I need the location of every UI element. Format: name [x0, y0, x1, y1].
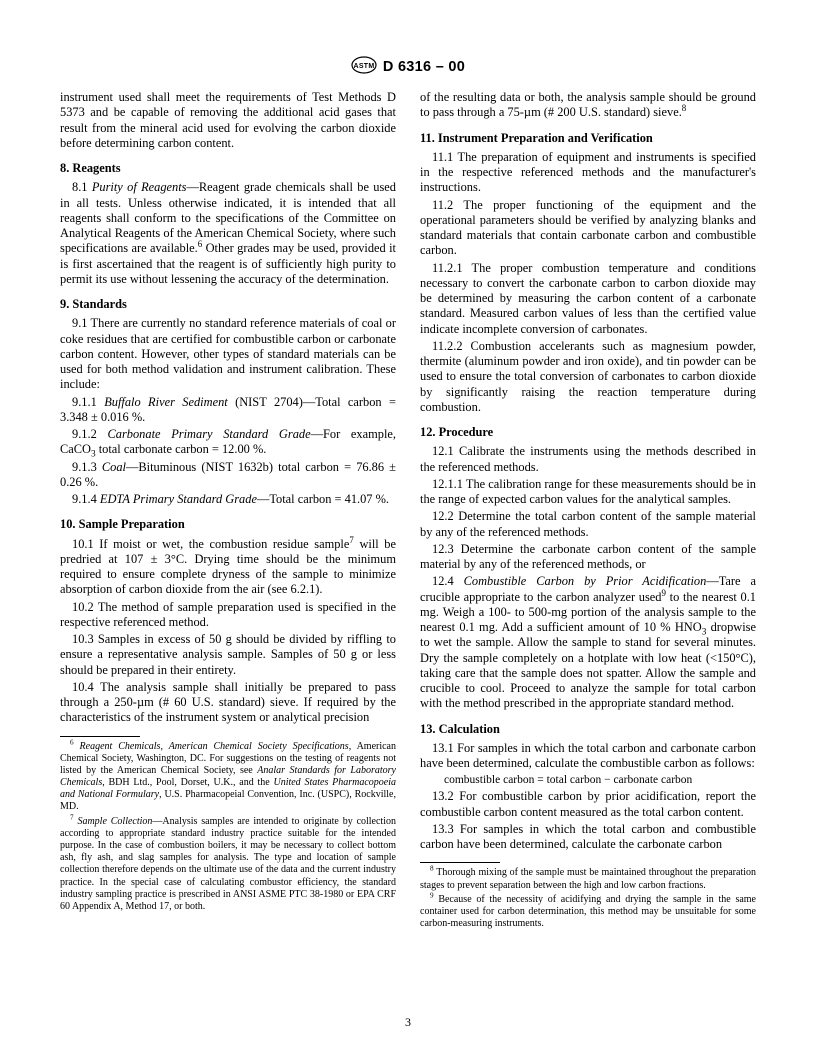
- p-12-1: 12.1 Calibrate the instruments using the…: [420, 444, 756, 475]
- p-13-3: 13.3 For samples in which the total carb…: [420, 822, 756, 853]
- astm-logo: ASTM: [351, 56, 377, 78]
- p-8-1: 8.1 Purity of Reagents—Reagent grade che…: [60, 180, 396, 287]
- p-11-2-1: 11.2.1 The proper combustion temperature…: [420, 261, 756, 337]
- p-9-1-2: 9.1.2 Carbonate Primary Standard Grade—F…: [60, 427, 396, 458]
- p-12-1-1: 12.1.1 The calibration range for these m…: [420, 477, 756, 508]
- lead-para: instrument used shall meet the requireme…: [60, 90, 396, 151]
- fn-num: 6: [70, 738, 74, 746]
- svg-text:ASTM: ASTM: [353, 63, 374, 70]
- txt: 8.1: [72, 180, 92, 194]
- txt-ital: EDTA Primary Standard Grade: [100, 492, 257, 506]
- p-9-1-3: 9.1.3 Coal—Bituminous (NIST 1632b) total…: [60, 460, 396, 491]
- txt: —Total carbon = 41.07 %.: [257, 492, 389, 506]
- txt: —Analysis samples are intended to origin…: [60, 816, 396, 912]
- txt: of the resulting data or both, the analy…: [420, 90, 756, 119]
- p-9-1-1: 9.1.1 Buffalo River Sediment (NIST 2704)…: [60, 395, 396, 426]
- txt-ital: Combustible Carbon by Prior Acidificatio…: [464, 574, 707, 588]
- sec-10-title: 10. Sample Preparation: [60, 517, 396, 532]
- p-10-4: 10.4 The analysis sample shall initially…: [60, 680, 396, 726]
- fn-8: 8 Thorough mixing of the sample must be …: [420, 867, 756, 891]
- p-11-2: 11.2 The proper functioning of the equip…: [420, 198, 756, 259]
- txt: Because of the necessity of acidifying a…: [420, 894, 756, 929]
- p-9-1-4: 9.1.4 EDTA Primary Standard Grade—Total …: [60, 492, 396, 507]
- p-12-2: 12.2 Determine the total carbon content …: [420, 509, 756, 540]
- txt-ital: Carbonate Primary Standard Grade: [108, 427, 311, 441]
- page: ASTM D 6316 – 00 instrument used shall m…: [0, 0, 816, 1056]
- txt: 9.1.3: [72, 460, 102, 474]
- p-10-3: 10.3 Samples in excess of 50 g should be…: [60, 632, 396, 678]
- p-9-1: 9.1 There are currently no standard refe…: [60, 316, 396, 392]
- p-10-1: 10.1 If moist or wet, the combustion res…: [60, 537, 396, 598]
- fn-7: 7 Sample Collection—Analysis samples are…: [60, 816, 396, 914]
- p-11-1: 11.1 The preparation of equipment and in…: [420, 150, 756, 196]
- designation: D 6316 – 00: [383, 59, 465, 75]
- p-10-2: 10.2 The method of sample preparation us…: [60, 600, 396, 631]
- txt: 10.1 If moist or wet, the combustion res…: [72, 537, 349, 551]
- txt-ital: Sample Collection: [77, 816, 152, 827]
- p-11-2-2: 11.2.2 Combustion accelerants such as ma…: [420, 339, 756, 415]
- fn-num: 7: [70, 813, 74, 821]
- p-13-1-eq: combustible carbon = total carbon − carb…: [420, 773, 756, 787]
- txt: 9.1.4: [72, 492, 100, 506]
- body-columns: instrument used shall meet the requireme…: [60, 90, 756, 950]
- txt-ital: Purity of Reagents: [92, 180, 187, 194]
- fnref-8: 8: [682, 103, 686, 113]
- txt: total carbonate carbon = 12.00 %.: [96, 442, 267, 456]
- fn-6: 6 Reagent Chemicals, American Chemical S…: [60, 741, 396, 814]
- sec-12-title: 12. Procedure: [420, 425, 756, 440]
- txt-ital: Reagent Chemicals, American Chemical Soc…: [80, 741, 349, 752]
- txt: 9.1.1: [72, 395, 104, 409]
- p-12-4: 12.4 Combustible Carbon by Prior Acidifi…: [420, 574, 756, 711]
- sec-8-title: 8. Reagents: [60, 161, 396, 176]
- txt-ital: Buffalo River Sediment: [104, 395, 228, 409]
- page-number: 3: [0, 1015, 816, 1030]
- p-13-2: 13.2 For combustible carbon by prior aci…: [420, 789, 756, 820]
- txt: , BDH Ltd., Pool, Dorset, U.K., and the: [102, 777, 273, 788]
- fn-9: 9 Because of the necessity of acidifying…: [420, 894, 756, 931]
- txt: 9.1.2: [72, 427, 108, 441]
- footnotes-col1: 6 Reagent Chemicals, American Chemical S…: [60, 736, 396, 914]
- footnote-rule-2: [420, 862, 500, 863]
- txt-ital: Coal: [102, 460, 126, 474]
- sec-13-title: 13. Calculation: [420, 722, 756, 737]
- txt: 12.4: [432, 574, 464, 588]
- footnotes-col2: 8 Thorough mixing of the sample must be …: [420, 862, 756, 930]
- p-12-3: 12.3 Determine the carbonate carbon cont…: [420, 542, 756, 573]
- sec-9-title: 9. Standards: [60, 297, 396, 312]
- page-header: ASTM D 6316 – 00: [60, 56, 756, 78]
- sec-11-title: 11. Instrument Preparation and Verificat…: [420, 131, 756, 146]
- col2-lead: of the resulting data or both, the analy…: [420, 90, 756, 121]
- footnote-rule: [60, 736, 140, 737]
- txt: Thorough mixing of the sample must be ma…: [420, 867, 756, 890]
- p-13-1: 13.1 For samples in which the total carb…: [420, 741, 756, 772]
